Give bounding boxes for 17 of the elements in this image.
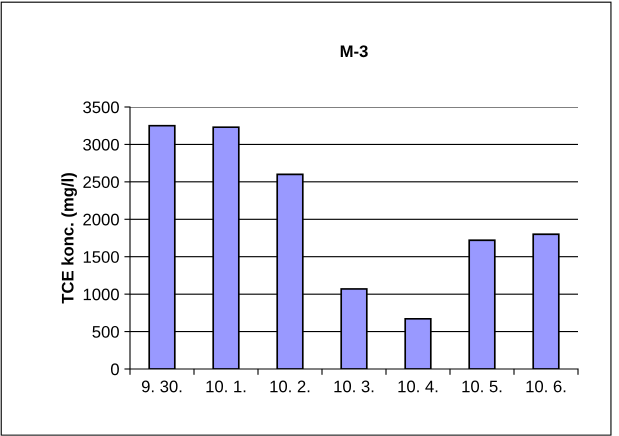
y-tick-label: 3500 [83, 101, 119, 114]
y-tick-label: 1500 [84, 251, 119, 263]
x-tick-label: 10. 1. [206, 380, 246, 392]
chart-title: M-3 [340, 45, 368, 58]
x-tick-label: 10. 3. [334, 380, 374, 392]
x-tick-label: 10. 6. [526, 380, 566, 392]
y-tick-label: 2000 [83, 214, 119, 226]
x-tick-label: 10. 5. [462, 380, 502, 392]
x-tick-label: 9. 30. [142, 380, 182, 392]
y-tick-label: 1000 [84, 288, 119, 300]
x-tick-label: 10. 2. [270, 380, 310, 392]
y-tick-label: 3000 [83, 138, 119, 151]
y-tick-label: 0 [110, 363, 119, 376]
y-tick-label: 500 [92, 326, 119, 338]
y-axis-title: TCE konc. (mg/l) [61, 173, 77, 304]
x-tick-label: 10. 4. [398, 380, 438, 392]
y-tick-label: 2500 [83, 176, 119, 188]
